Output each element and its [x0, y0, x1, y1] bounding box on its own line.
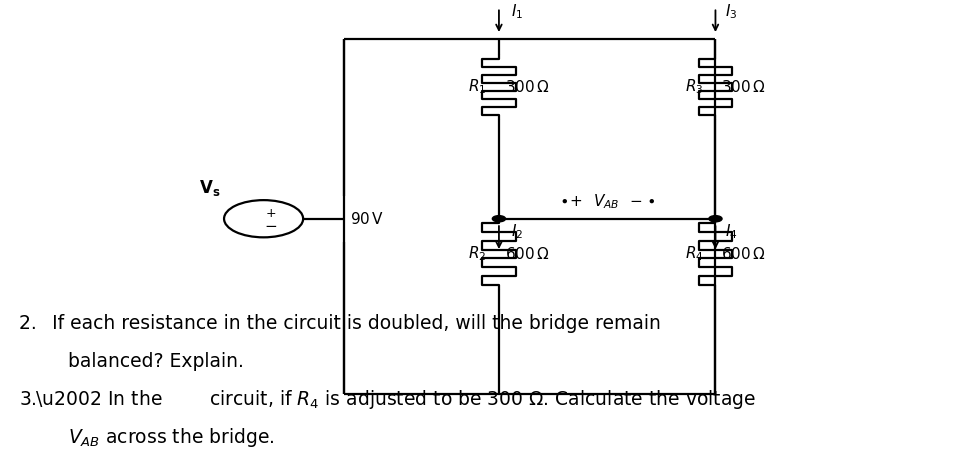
Text: $I_3$: $I_3$ — [724, 2, 737, 21]
Text: $\bullet\!+\;\;V_{AB}\;\;-\!\bullet$: $\bullet\!+\;\;V_{AB}\;\;-\!\bullet$ — [558, 193, 655, 211]
Text: $R_3$: $R_3$ — [684, 77, 702, 96]
Text: $600\,\Omega$: $600\,\Omega$ — [504, 246, 549, 262]
Text: 3.\u2002 In the        circuit, if $R_4$ is adjusted to be 300 $\Omega$. Calcula: 3.\u2002 In the circuit, if $R_4$ is adj… — [19, 388, 755, 411]
Text: balanced? Explain.: balanced? Explain. — [68, 352, 243, 371]
Text: $300\,\Omega$: $300\,\Omega$ — [504, 79, 549, 95]
Text: $R_4$: $R_4$ — [684, 245, 702, 263]
Circle shape — [492, 216, 505, 222]
Text: $90\,\mathrm{V}$: $90\,\mathrm{V}$ — [350, 211, 384, 227]
Text: $I_1$: $I_1$ — [511, 2, 523, 21]
Text: 2.  If each resistance in the circuit is doubled, will the bridge remain: 2. If each resistance in the circuit is … — [19, 314, 660, 333]
Text: $600\,\Omega$: $600\,\Omega$ — [720, 246, 765, 262]
Text: $I_2$: $I_2$ — [511, 223, 523, 241]
Text: −: − — [265, 219, 277, 234]
Text: +: + — [266, 207, 276, 220]
Text: $300\,\Omega$: $300\,\Omega$ — [720, 79, 765, 95]
Text: $\mathbf{V_s}$: $\mathbf{V_s}$ — [199, 178, 220, 198]
Circle shape — [708, 216, 721, 222]
Text: $R_1$: $R_1$ — [468, 77, 486, 96]
Text: $I_4$: $I_4$ — [724, 223, 737, 241]
Text: $V_{AB}$ across the bridge.: $V_{AB}$ across the bridge. — [68, 426, 274, 449]
Text: $R_2$: $R_2$ — [468, 245, 486, 263]
